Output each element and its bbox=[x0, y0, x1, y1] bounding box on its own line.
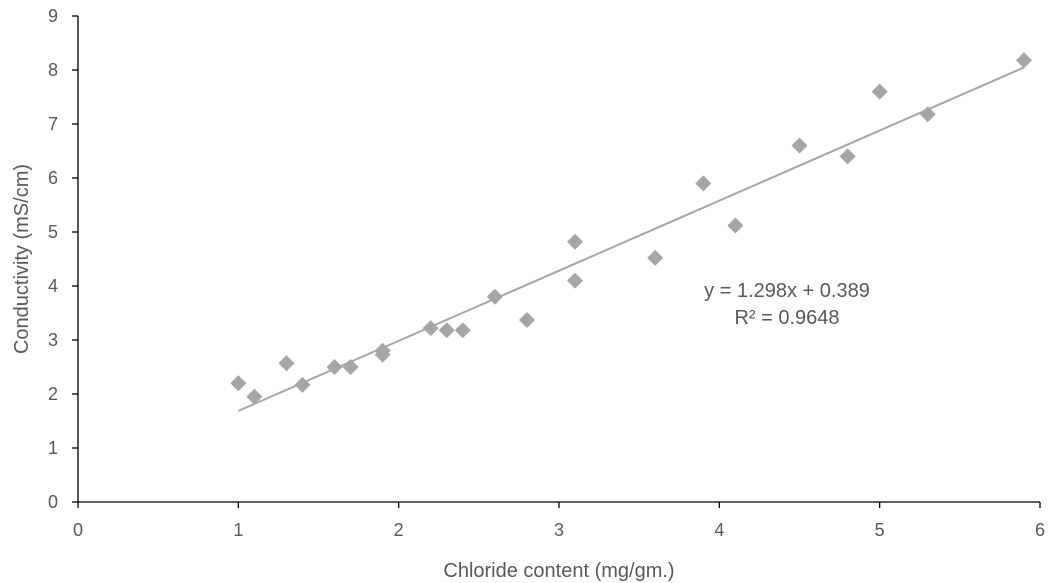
data-point-marker bbox=[1015, 52, 1032, 69]
data-point-marker bbox=[791, 137, 808, 154]
x-axis-title: Chloride content (mg/gm.) bbox=[443, 560, 674, 582]
y-tick-label: 6 bbox=[48, 168, 58, 188]
y-tick-label: 8 bbox=[48, 60, 58, 80]
x-tick-label: 5 bbox=[875, 520, 885, 540]
data-point-marker bbox=[230, 375, 247, 392]
x-tick-label: 6 bbox=[1035, 520, 1045, 540]
trendline-r2-label: R² = 0.9648 bbox=[734, 307, 839, 329]
data-point-marker bbox=[518, 312, 535, 329]
y-tick-label: 1 bbox=[48, 438, 58, 458]
y-tick-label: 2 bbox=[48, 384, 58, 404]
data-point-marker bbox=[278, 355, 295, 372]
trendline bbox=[237, 66, 1025, 412]
data-point-marker bbox=[567, 272, 584, 289]
y-tick-label: 0 bbox=[48, 492, 58, 512]
x-tick-label: 3 bbox=[554, 520, 564, 540]
y-tick-label: 9 bbox=[48, 6, 58, 26]
trendline-equation-label: y = 1.298x + 0.389 bbox=[704, 280, 870, 302]
x-tick-label: 1 bbox=[233, 520, 243, 540]
labels-layer: 0 1 2 3 4 5 6 0 1 2 3 4 5 6 7 8 9 bbox=[48, 6, 1045, 540]
data-point-marker bbox=[567, 233, 584, 250]
data-point-marker bbox=[422, 320, 439, 337]
y-tick-label: 4 bbox=[48, 276, 58, 296]
data-point-marker bbox=[839, 148, 856, 165]
x-tick-label: 0 bbox=[73, 520, 83, 540]
y-tick-label: 3 bbox=[48, 330, 58, 350]
data-point-marker bbox=[727, 217, 744, 234]
markers-layer bbox=[230, 52, 1032, 405]
axes-layer bbox=[72, 15, 1041, 508]
data-point-marker bbox=[438, 322, 455, 339]
y-axis-title: Conductivity (mS/cm) bbox=[11, 164, 33, 354]
data-point-marker bbox=[871, 83, 888, 100]
y-tick-label: 7 bbox=[48, 114, 58, 134]
data-point-marker bbox=[695, 175, 712, 192]
data-point-marker bbox=[246, 388, 263, 405]
x-tick-label: 2 bbox=[394, 520, 404, 540]
data-point-marker bbox=[454, 322, 471, 339]
x-tick-label: 4 bbox=[714, 520, 724, 540]
data-point-marker bbox=[647, 249, 664, 266]
trendline-layer bbox=[237, 66, 1025, 412]
y-tick-label: 5 bbox=[48, 222, 58, 242]
